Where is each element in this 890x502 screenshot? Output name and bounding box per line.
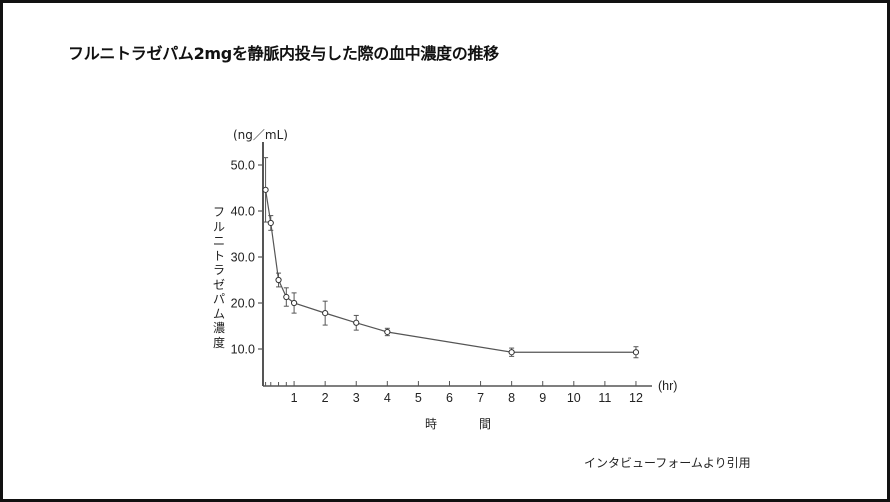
- data-point: [290, 299, 298, 307]
- slide-title: フルニトラゼパム2mgを静脈内投与した際の血中濃度の推移: [68, 44, 499, 63]
- y-tick-label: 40.0: [231, 205, 255, 219]
- x-tick-label: 9: [539, 391, 546, 405]
- x-tick-label: 8: [508, 391, 515, 405]
- error-bars: [263, 157, 639, 359]
- data-point: [275, 276, 282, 284]
- y-tick-label: 10.0: [231, 343, 255, 357]
- data-point: [384, 328, 391, 336]
- y-axis-label: フルニトラゼパム濃度: [212, 205, 225, 350]
- x-tick-label: 4: [384, 391, 391, 405]
- data-point: [322, 310, 329, 317]
- x-tick-label: 2: [322, 391, 329, 405]
- x-axis-unit: (hr): [658, 379, 677, 393]
- x-axis-label-part1: 時: [425, 417, 438, 431]
- y-tick-label: 20.0: [231, 297, 255, 311]
- data-point: [632, 349, 640, 356]
- x-axis-label-part2: 間: [479, 417, 492, 431]
- series-line: [264, 189, 636, 353]
- y-tick-label: 30.0: [231, 251, 255, 265]
- x-tick-label: 10: [567, 391, 581, 405]
- chart-axes: [262, 142, 652, 387]
- data-points: [262, 186, 640, 356]
- y-tick-label: 50.0: [231, 159, 255, 173]
- source-note: インタビューフォームより引用: [584, 456, 751, 470]
- x-tick-label: 6: [446, 391, 453, 405]
- x-tick-label: 7: [477, 391, 484, 405]
- data-point: [262, 186, 269, 193]
- y-axis-unit: (ng／mL): [233, 128, 288, 142]
- x-tick-label: 11: [598, 391, 611, 405]
- x-tick-label: 12: [629, 391, 643, 405]
- x-tick-label: 5: [415, 391, 422, 405]
- data-point: [283, 293, 290, 301]
- x-tick-label: 1: [291, 391, 298, 405]
- data-point: [267, 219, 274, 227]
- axis-ticks: 10.020.030.040.050.01 2 3 4 5 6 7 8 9 10 11 12(hr): [231, 159, 678, 406]
- x-tick-label: 3: [353, 391, 360, 405]
- data-point: [508, 349, 515, 356]
- data-point: [353, 319, 360, 326]
- data-line: [264, 189, 636, 353]
